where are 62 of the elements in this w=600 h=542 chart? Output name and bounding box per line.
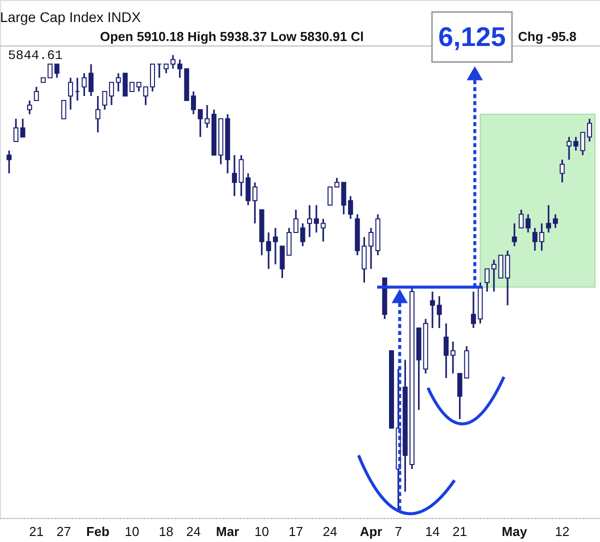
candlestick xyxy=(286,227,292,256)
candlestick xyxy=(450,340,456,374)
candlestick xyxy=(587,118,592,142)
x-tick-label: Apr xyxy=(360,524,382,539)
candlestick xyxy=(20,118,26,138)
candlestick xyxy=(552,213,558,229)
candlestick xyxy=(512,222,517,247)
x-tick-label: 21 xyxy=(29,524,44,539)
candlestick xyxy=(280,245,285,279)
candlestick xyxy=(491,258,496,292)
candlestick xyxy=(190,90,196,115)
candlestick xyxy=(484,268,490,292)
candlestick xyxy=(13,118,18,142)
x-tick-label: May xyxy=(502,524,528,539)
candlestick xyxy=(328,186,333,206)
candlestick xyxy=(566,136,572,160)
candlestick xyxy=(109,82,114,106)
candlestick xyxy=(82,72,87,97)
candlestick xyxy=(95,95,100,134)
x-tick-label: 27 xyxy=(56,524,71,539)
candlestick xyxy=(170,54,176,70)
x-tick-label: Feb xyxy=(86,524,110,539)
candlestick xyxy=(436,295,442,329)
x-tick-label: 18 xyxy=(158,524,174,539)
annotation: 6,125 xyxy=(438,22,506,52)
x-tick-label: 24 xyxy=(322,524,338,539)
candlestick xyxy=(102,90,108,110)
chart-subtitle: Open 5910.18 High 5938.37 Low 5830.91 Cl xyxy=(100,29,364,44)
chart-title: Large Cap Index INDX xyxy=(0,9,142,25)
candlestick xyxy=(546,204,552,234)
x-tick-label: 24 xyxy=(186,524,201,539)
candlestick xyxy=(348,195,354,220)
candlestick xyxy=(88,63,94,97)
candlestick xyxy=(27,100,32,115)
x-tick-label: 12 xyxy=(554,524,570,539)
candlestick xyxy=(560,158,565,184)
candlestick xyxy=(430,290,435,329)
x-tick-label: 7 xyxy=(394,524,402,539)
candlestick xyxy=(307,204,312,238)
text: Chg -95.8 xyxy=(518,29,577,44)
candlestick xyxy=(150,63,155,92)
candlestick xyxy=(6,150,12,174)
candlestick xyxy=(34,86,39,102)
x-tick-label: 10 xyxy=(124,524,140,539)
candlestick xyxy=(61,100,66,120)
x-tick-label: 14 xyxy=(425,524,440,539)
candlestick xyxy=(368,227,374,270)
candlestick xyxy=(130,82,135,92)
x-tick-label: 10 xyxy=(254,524,269,539)
annotation: 5844.61 xyxy=(8,48,63,63)
candlestick xyxy=(272,227,278,266)
x-tick-label: Mar xyxy=(216,524,240,539)
x-tick-label: 17 xyxy=(288,524,304,539)
x-tick-label: 21 xyxy=(452,524,468,539)
candlestick xyxy=(68,76,74,110)
candlestick xyxy=(48,64,53,78)
candlestick xyxy=(470,290,476,329)
candlestick xyxy=(444,322,449,379)
candlestick xyxy=(232,154,237,197)
candlestick xyxy=(164,63,169,74)
candlestick xyxy=(252,182,258,224)
candlestick xyxy=(54,63,60,79)
